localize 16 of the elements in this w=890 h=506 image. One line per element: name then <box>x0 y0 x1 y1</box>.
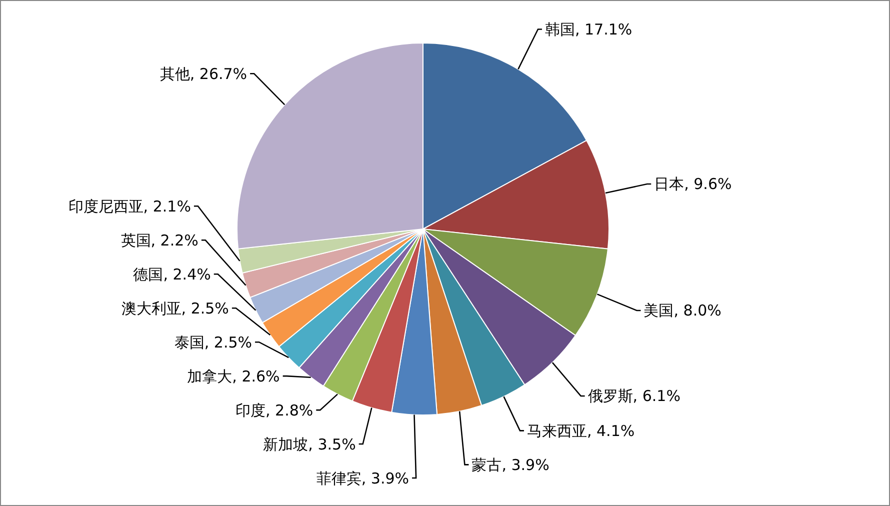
slice-label: 俄罗斯, 6.1% <box>588 387 680 406</box>
slice-label: 新加坡, 3.5% <box>263 435 356 454</box>
slice-label: 蒙古, 3.9% <box>472 456 550 474</box>
slice-label: 日本, 9.6% <box>654 175 732 194</box>
slice-label: 英国, 2.2% <box>120 231 198 250</box>
slice-label: 印度, 2.8% <box>235 401 314 420</box>
slice-label: 澳大利亚, 2.5% <box>121 299 229 318</box>
slice-label: 印度尼西亚, 2.1% <box>68 197 191 216</box>
slice-label: 加拿大, 2.6% <box>187 367 280 386</box>
slice-label: 泰国, 2.5% <box>174 333 252 352</box>
slice-label: 韩国, 17.1% <box>544 20 632 38</box>
slice-label: 德国, 2.4% <box>133 265 211 284</box>
slice-label: 马来西亚, 4.1% <box>526 422 635 440</box>
slice-label: 美国, 8.0% <box>644 302 722 320</box>
slice-label: 菲律宾, 3.9% <box>316 469 410 488</box>
slice-label: 其他, 26.7% <box>160 64 248 83</box>
